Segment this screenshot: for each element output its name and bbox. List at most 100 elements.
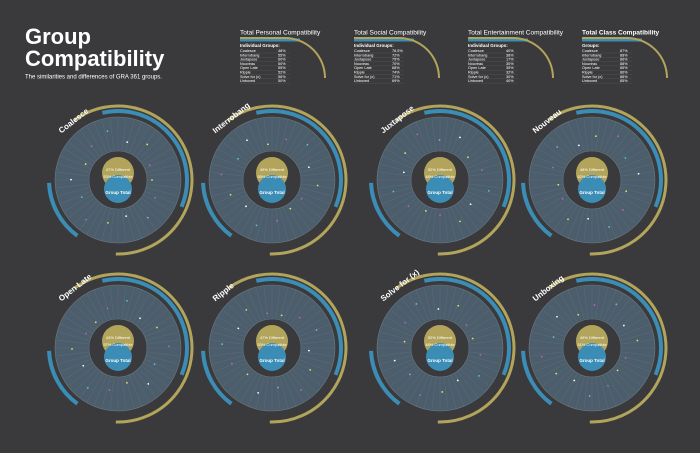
ring-edge (208, 116, 336, 244)
spoke (378, 171, 411, 177)
spoke (382, 191, 413, 204)
dot (556, 146, 559, 148)
spoke (595, 286, 601, 319)
spoke (129, 122, 142, 153)
spoke (125, 288, 135, 320)
spoke (279, 208, 289, 240)
row-name: Nouveau (468, 62, 483, 66)
dot (402, 171, 405, 174)
spoke (568, 207, 581, 238)
spoke (538, 316, 567, 334)
dot (487, 190, 490, 192)
dot (315, 329, 318, 331)
spoke (139, 136, 162, 159)
spoke (101, 376, 111, 408)
spoke (218, 316, 247, 334)
spoke (86, 205, 104, 234)
spoke (532, 331, 564, 341)
spoke (617, 362, 646, 380)
spoke (431, 377, 437, 410)
spoke (534, 191, 565, 204)
dot (469, 203, 472, 206)
total-label: Group Total (105, 358, 130, 363)
spoke (447, 208, 457, 240)
row-value: 68% (392, 66, 400, 70)
spoke (396, 201, 419, 224)
compatible-circle (258, 175, 286, 203)
ring-edge (242, 318, 302, 378)
row-value: 50% (278, 79, 286, 83)
spoke (109, 286, 115, 319)
dot (577, 313, 580, 316)
spoke (454, 126, 472, 155)
dot (587, 217, 590, 220)
spoke (548, 304, 571, 327)
compatible-circle (578, 343, 606, 371)
row-value: 38% (506, 53, 514, 57)
row-value: 55% (278, 66, 286, 70)
dot (70, 178, 72, 181)
spoke (222, 366, 249, 386)
spoke (454, 373, 472, 402)
dot (307, 166, 310, 169)
spoke (380, 187, 412, 197)
spoke (534, 324, 565, 337)
spoke (283, 375, 296, 406)
row-name: Coalesce (582, 49, 598, 53)
dot (561, 198, 564, 200)
dot (280, 314, 283, 317)
total-label: Group Total (579, 190, 604, 195)
spoke (86, 294, 104, 323)
ring-edge (376, 284, 504, 412)
spoke (423, 208, 433, 240)
spoke (141, 310, 168, 330)
spoke (279, 288, 289, 320)
row-value: 50% (278, 62, 286, 66)
dot (125, 215, 128, 218)
spoke (599, 120, 609, 152)
spoke (80, 130, 100, 157)
spoke (58, 331, 90, 341)
row-value: 87% (620, 49, 628, 53)
spoke (560, 126, 578, 155)
spoke (80, 298, 100, 325)
gold-ring (73, 272, 194, 424)
spoke (141, 366, 168, 386)
spoke (530, 183, 563, 189)
spoke (560, 294, 578, 323)
spoke (619, 156, 650, 169)
spoke (461, 304, 484, 327)
total-label: Group Total (427, 190, 452, 195)
spoke (263, 118, 269, 151)
spoke (234, 371, 254, 398)
spoke (454, 294, 472, 323)
spoke (617, 194, 646, 212)
total-label: Group Total (579, 358, 604, 363)
spoke (615, 310, 642, 330)
row-name: Nouveau (582, 62, 597, 66)
spoke (461, 369, 484, 392)
spoke (290, 371, 310, 398)
dot (257, 392, 260, 394)
spoke (619, 359, 650, 372)
blue-ring (47, 350, 79, 406)
spoke (74, 201, 97, 224)
spoke (143, 316, 172, 334)
spoke (396, 369, 419, 392)
spoke (378, 339, 411, 345)
spoke (423, 288, 433, 320)
row-name: Nouveau (354, 62, 369, 66)
dot (441, 391, 444, 393)
dot (309, 368, 312, 371)
spoke (431, 286, 437, 319)
spoke (396, 136, 419, 159)
spoke (56, 339, 89, 345)
spoke (299, 156, 330, 169)
dot (407, 205, 410, 208)
spoke (610, 203, 630, 230)
dot (298, 316, 301, 319)
spoke (101, 288, 111, 320)
spoke (599, 376, 609, 408)
